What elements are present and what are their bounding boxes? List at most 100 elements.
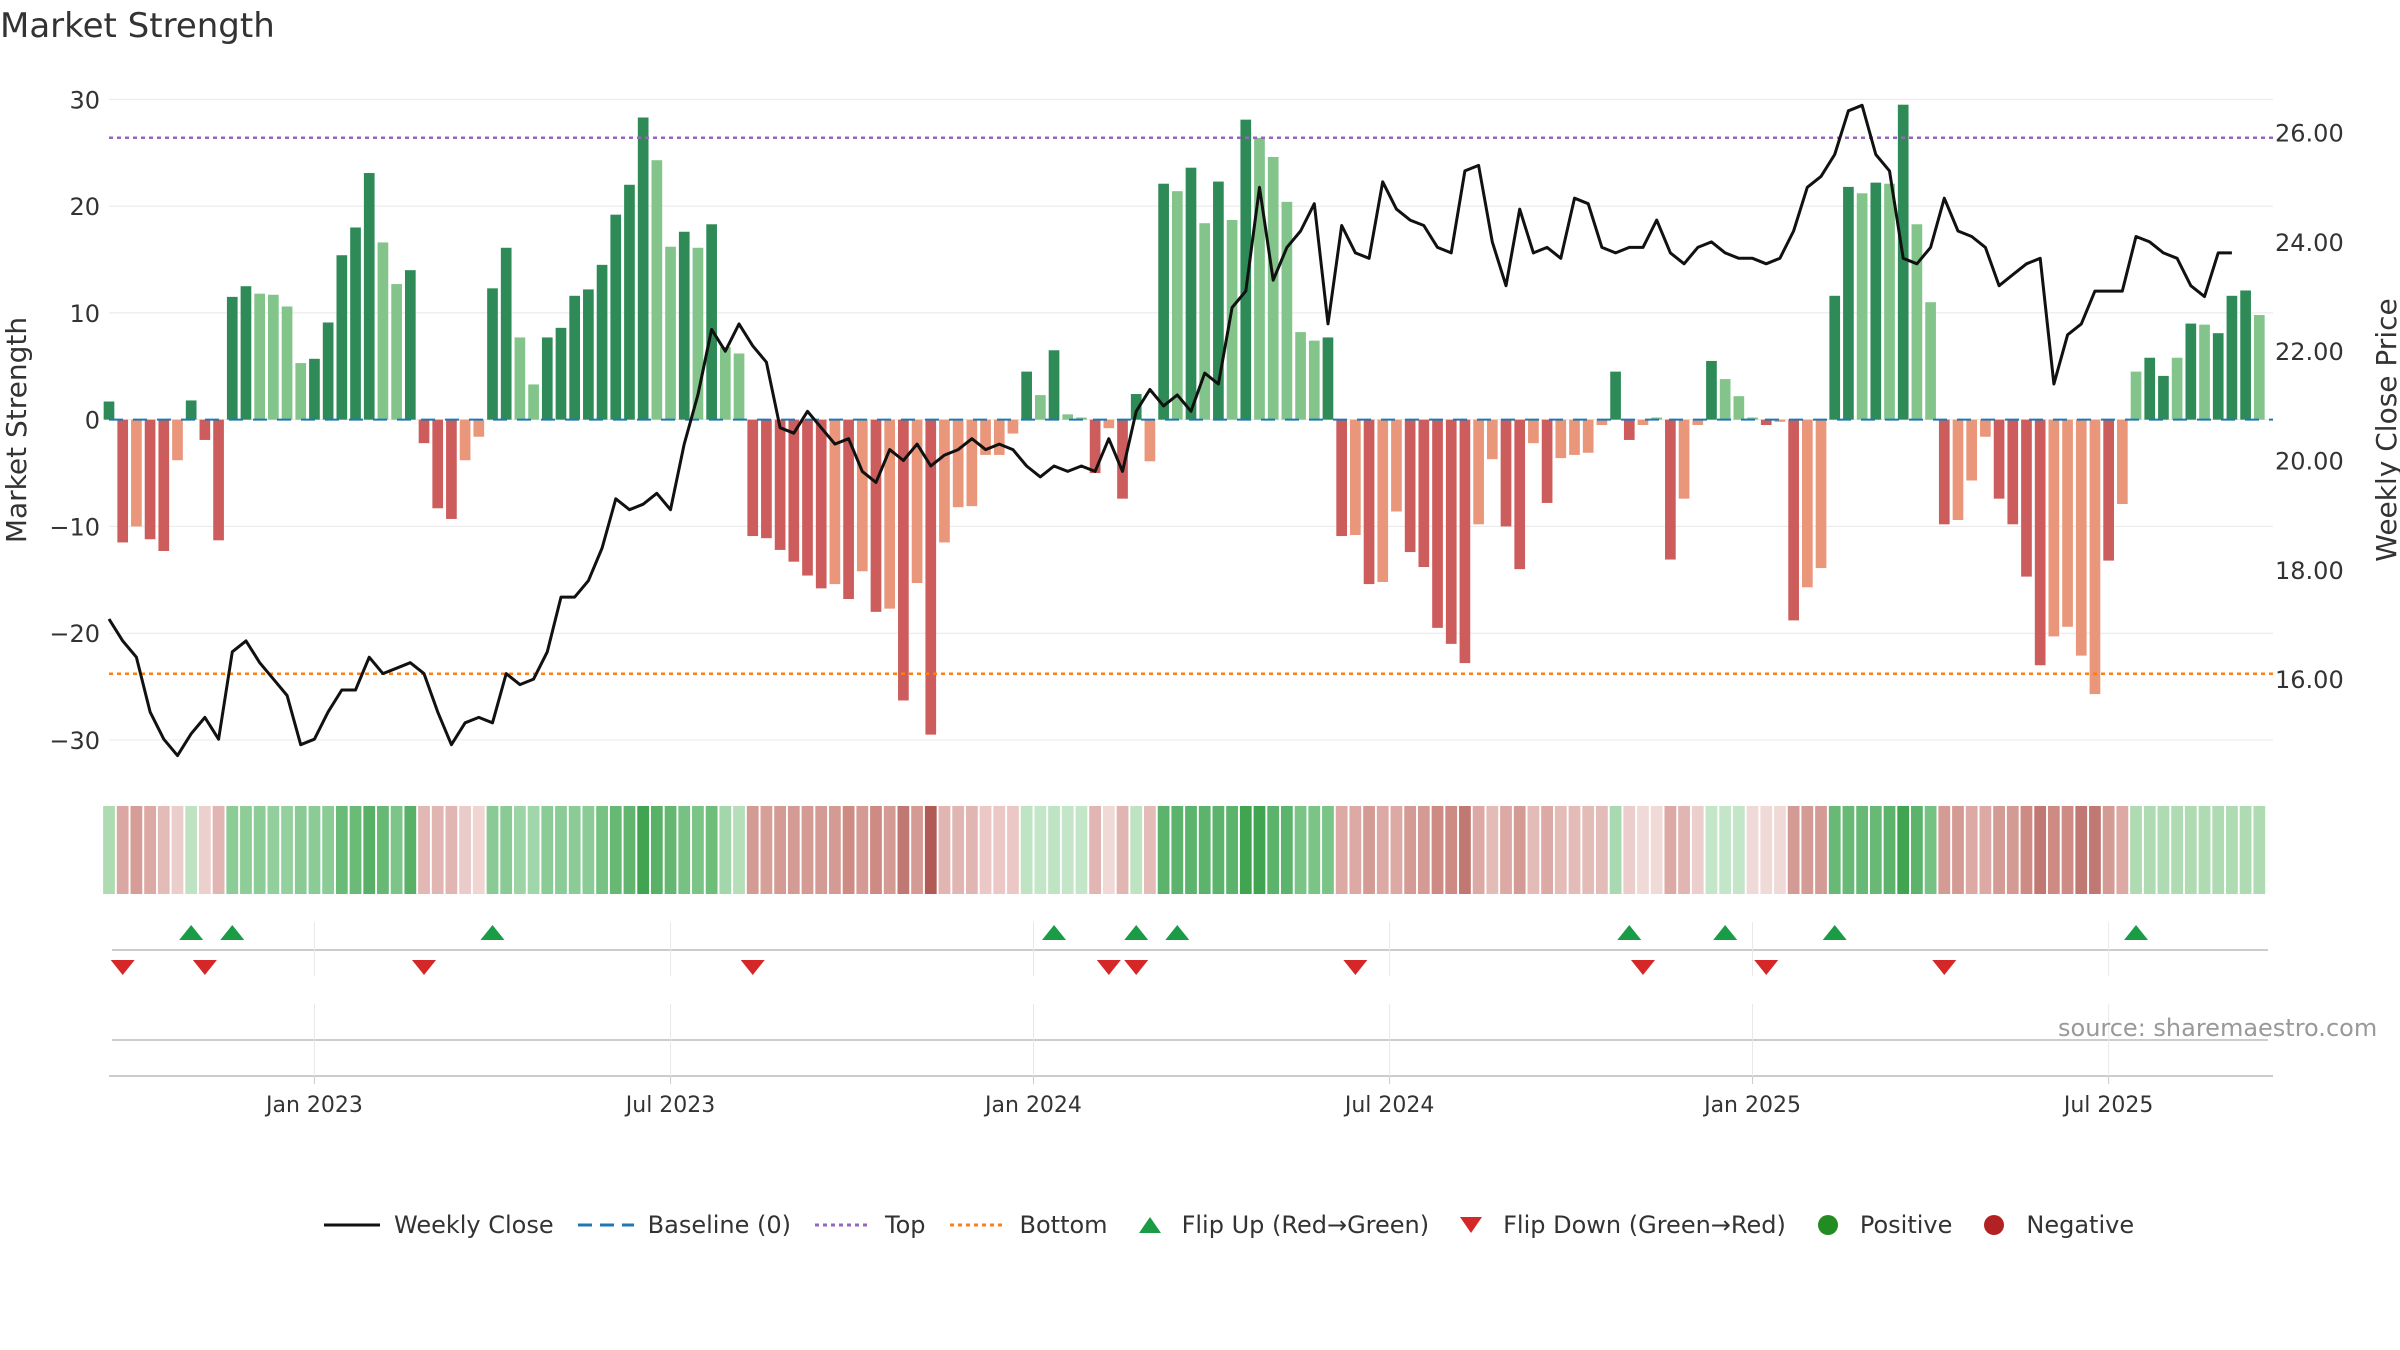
- regime-cell: [568, 806, 581, 894]
- legend-item-weekly-close[interactable]: Weekly Close: [322, 1211, 554, 1239]
- strength-bar-positive: [1254, 137, 1265, 420]
- legend-item-top[interactable]: Top: [813, 1211, 926, 1239]
- regime-cell: [1322, 806, 1334, 894]
- regime-cell: [2157, 806, 2170, 894]
- regime-cell: [1459, 806, 1471, 894]
- strength-bar-negative: [1432, 419, 1443, 628]
- regime-cell: [705, 806, 718, 894]
- regime-cell: [1472, 806, 1485, 894]
- regime-cell: [486, 806, 499, 894]
- flip-up-marker: [1042, 925, 1067, 940]
- regime-cell: [596, 806, 608, 894]
- strength-bar-positive: [719, 347, 731, 420]
- legend-item-flip-up[interactable]: Flip Up (Red→Green): [1130, 1211, 1429, 1239]
- regime-cell: [1705, 806, 1718, 894]
- legend-item-bottom[interactable]: Bottom: [948, 1211, 1108, 1239]
- strength-bar-positive: [610, 214, 622, 420]
- strength-bar-negative: [870, 419, 882, 612]
- y-tick-label: 10: [69, 300, 100, 328]
- legend-item-flip-down[interactable]: Flip Down (Green→Red): [1451, 1211, 1786, 1239]
- regime-cell: [609, 806, 622, 894]
- strength-bar-positive: [1747, 417, 1758, 420]
- strength-bar-positive: [363, 173, 375, 420]
- y-tick-label: −10: [49, 513, 100, 541]
- regime-cell: [1924, 806, 1937, 894]
- strength-bar-negative: [856, 419, 868, 572]
- strength-bar-positive: [1226, 220, 1238, 420]
- strength-bar-negative: [1007, 419, 1019, 434]
- regime-cell: [1130, 806, 1143, 894]
- strength-bar-positive: [1706, 360, 1717, 420]
- strength-bar-negative: [117, 419, 129, 543]
- y-tick-label: −20: [49, 620, 100, 648]
- strength-bar-negative: [1336, 419, 1347, 537]
- flip-up-marker: [1617, 925, 1642, 940]
- regime-cell: [2212, 806, 2225, 894]
- strength-bar-negative: [747, 419, 759, 537]
- regime-cell: [1801, 806, 1814, 894]
- strength-bar-negative: [1760, 419, 1772, 425]
- regime-cell: [897, 806, 910, 894]
- regime-cell: [555, 806, 567, 894]
- strength-bar-positive: [1897, 104, 1909, 420]
- legend-label: Weekly Close: [394, 1211, 554, 1239]
- y2-tick-label: 20.00: [2275, 448, 2344, 476]
- strength-bar-positive: [665, 246, 676, 420]
- regime-cell: [1664, 806, 1677, 894]
- regime-cell: [1253, 806, 1266, 894]
- strength-bar-negative: [829, 419, 841, 585]
- legend-label: Bottom: [1019, 1211, 1108, 1239]
- weekly-close-line: [107, 103, 2232, 758]
- regime-cell: [308, 806, 321, 894]
- regime-cell: [1417, 806, 1430, 894]
- strength-bar-negative: [1952, 419, 1964, 521]
- strength-bar-negative: [925, 419, 937, 735]
- regime-cell: [2089, 806, 2101, 894]
- strength-bar-positive: [1281, 201, 1293, 420]
- regime-cell: [719, 806, 732, 894]
- flip-down-marker: [1124, 960, 1149, 975]
- strength-bar-negative: [1445, 419, 1457, 644]
- strength-bar-positive: [487, 288, 498, 420]
- regime-cell: [2198, 806, 2211, 894]
- strength-bar-negative: [1774, 419, 1786, 422]
- strength-bar-positive: [1295, 332, 1306, 420]
- regime-cell: [2102, 806, 2115, 894]
- regime-cell: [1650, 806, 1663, 894]
- strength-bar-negative: [1980, 419, 1991, 437]
- regime-cell: [1294, 806, 1307, 894]
- strength-bar-negative: [884, 419, 896, 609]
- strength-bar-positive: [1267, 157, 1279, 420]
- regime-cell: [2130, 806, 2142, 894]
- legend-item-baseline[interactable]: Baseline (0): [576, 1211, 791, 1239]
- regime-cell: [2061, 806, 2074, 894]
- regime-cell: [746, 806, 759, 894]
- strength-bar-negative: [1596, 419, 1608, 425]
- strength-bar-positive: [1062, 414, 1074, 420]
- regime-cell: [1116, 806, 1129, 894]
- regime-cell: [1363, 806, 1375, 894]
- legend-item-negative[interactable]: Negative: [1974, 1211, 2134, 1239]
- regime-cell: [349, 806, 362, 894]
- strength-bar-positive: [240, 286, 252, 420]
- strength-bar-positive: [336, 255, 348, 420]
- regime-cell: [787, 806, 800, 894]
- strength-bar-negative: [993, 419, 1005, 455]
- legend-item-positive[interactable]: Positive: [1808, 1211, 1952, 1239]
- flip-down-marker: [740, 960, 765, 975]
- regime-cell: [171, 806, 184, 894]
- regime-cell: [240, 806, 252, 894]
- strength-bar-positive: [2171, 357, 2183, 420]
- strength-bar-negative: [2089, 419, 2101, 695]
- regime-cell: [212, 806, 225, 894]
- strength-bar-negative: [199, 419, 211, 440]
- regime-cell: [198, 806, 211, 894]
- regime-cell: [253, 806, 266, 894]
- regime-cell: [116, 806, 129, 894]
- axes: 30 20 10 0 −10 −20 −30 26.00 24.00 22.00 20.00 18.0…: [0, 86, 2400, 755]
- regime-cell: [2075, 806, 2088, 894]
- y2-tick-label: 24.00: [2275, 229, 2344, 257]
- strength-bar-negative: [1486, 419, 1498, 460]
- regime-cell: [1171, 806, 1184, 894]
- y-tick-label: 30: [69, 86, 100, 114]
